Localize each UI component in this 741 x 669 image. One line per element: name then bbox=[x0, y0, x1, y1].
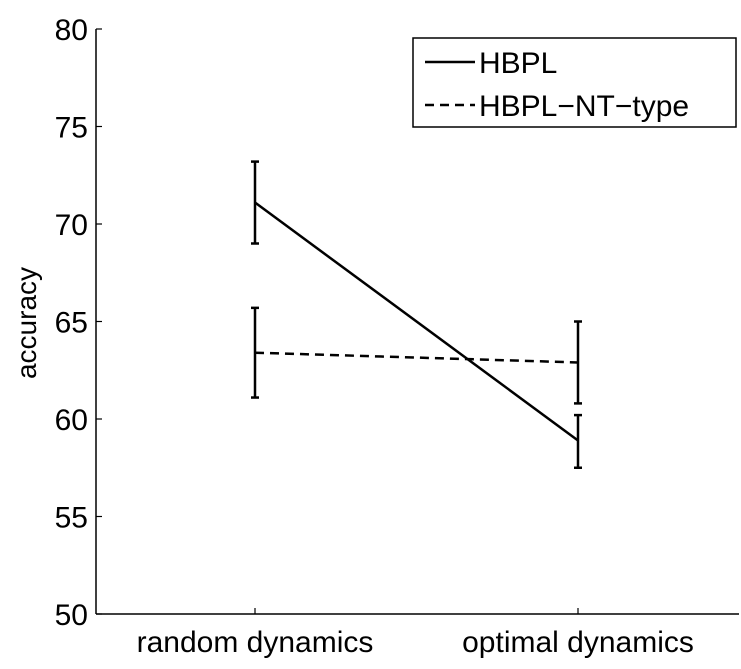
x-tick-label: optimal dynamics bbox=[462, 626, 694, 659]
y-tick-label: 65 bbox=[55, 307, 88, 340]
series-line-2 bbox=[254, 351, 579, 364]
legend: HBPL HBPL−NT−type bbox=[412, 37, 737, 128]
y-tick-label: 80 bbox=[55, 14, 88, 47]
y-tick-label: 75 bbox=[55, 112, 88, 145]
y-tick-label: 55 bbox=[55, 502, 88, 535]
y-tick-label: 70 bbox=[55, 209, 88, 242]
y-tick-label: 60 bbox=[55, 404, 88, 437]
y-tick-label: 50 bbox=[55, 599, 88, 632]
axes: 50 55 60 65 70 75 80 random dynamics optimal dyn… bbox=[55, 14, 739, 659]
legend-label-2: HBPL−NT−type bbox=[479, 90, 689, 123]
x-tick-label: random dynamics bbox=[137, 626, 374, 659]
legend-label-1: HBPL bbox=[479, 47, 557, 80]
legend-box bbox=[412, 37, 737, 128]
series-line-1 bbox=[254, 201, 579, 442]
y-axis-label: accuracy bbox=[11, 267, 42, 379]
chart-marks bbox=[251, 160, 582, 469]
